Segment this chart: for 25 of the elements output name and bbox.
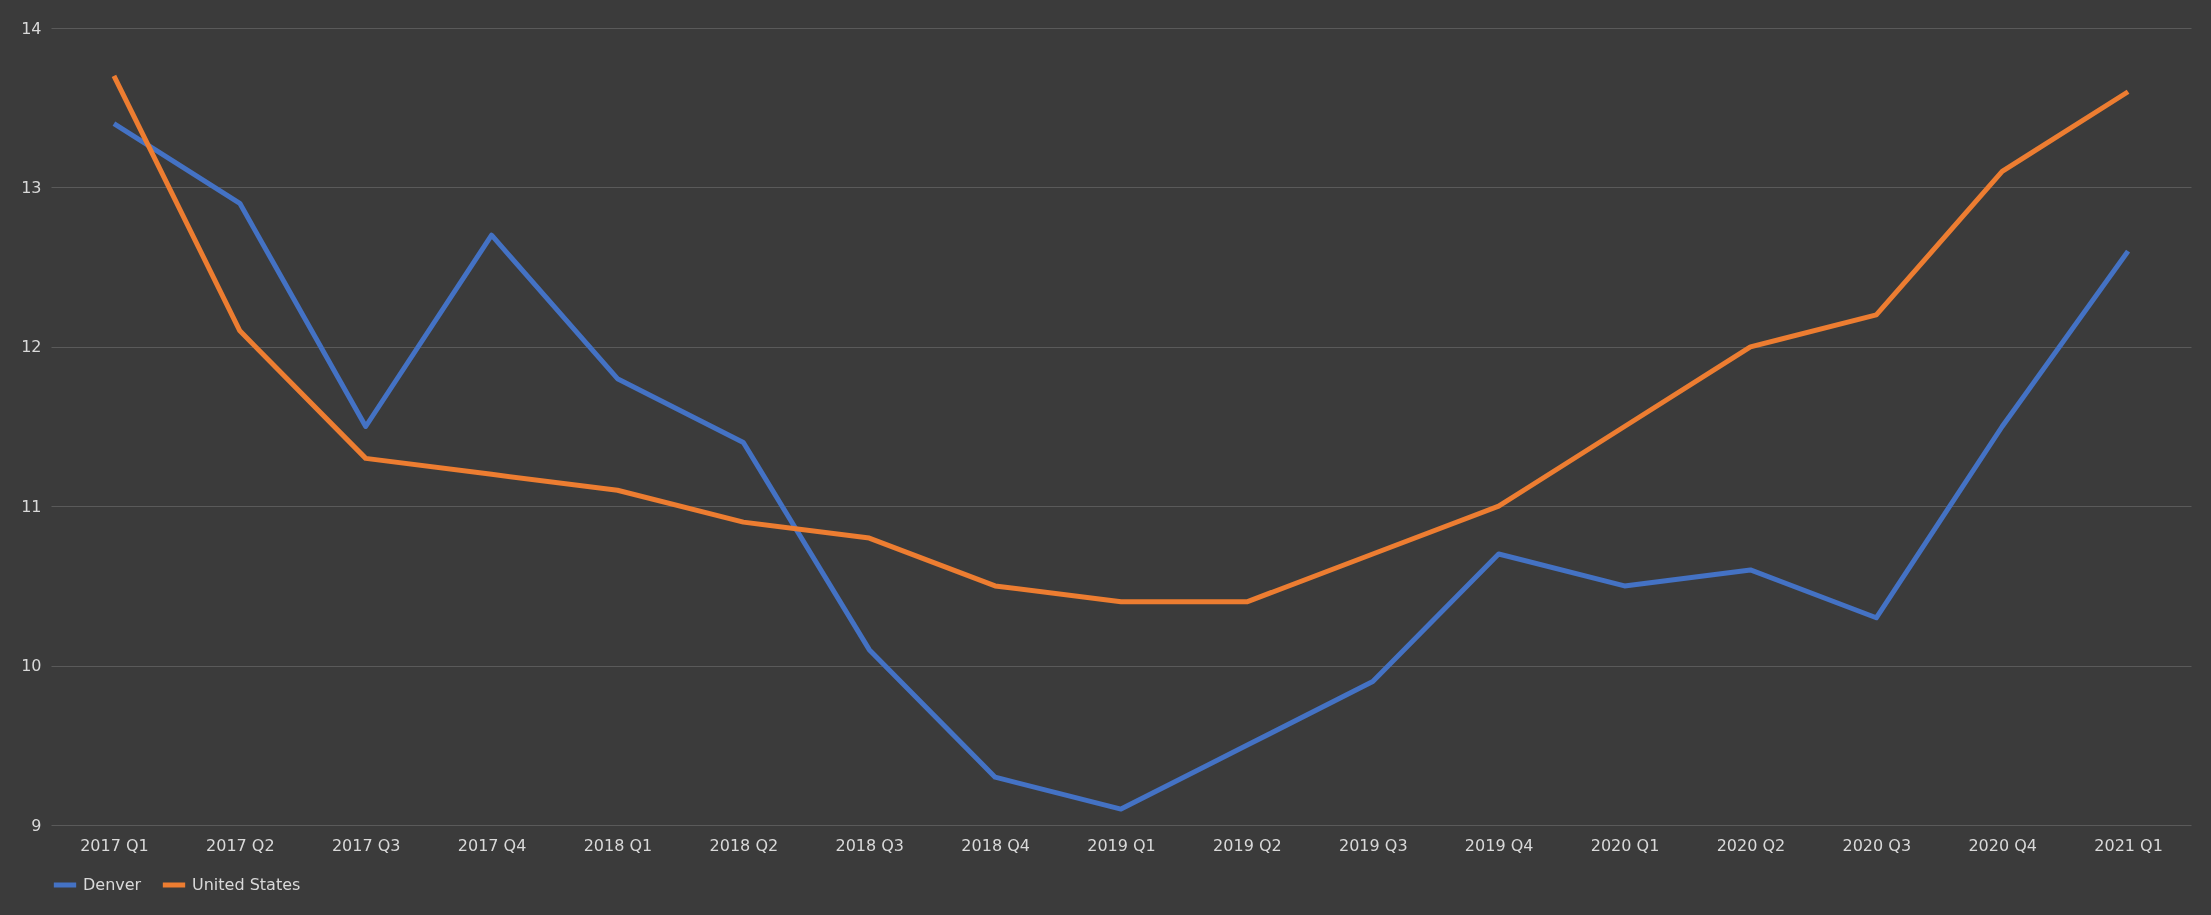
legend-label: United States [192, 875, 301, 894]
x-tick-label: 2018 Q3 [835, 835, 905, 855]
x-tick-label: 2018 Q4 [961, 835, 1030, 855]
x-tick-label: 2019 Q1 [1087, 835, 1156, 855]
x-tick-label: 2017 Q4 [457, 835, 527, 855]
x-tick-label: 2019 Q2 [1213, 835, 1282, 855]
x-tick-label: 2020 Q3 [1842, 835, 1912, 855]
legend-label: Denver [83, 875, 142, 894]
x-tick-label: 2017 Q3 [331, 835, 401, 855]
x-tick-label: 2021 Q1 [2094, 835, 2163, 855]
y-tick-label: 11 [21, 496, 42, 516]
x-tick-label: 2020 Q2 [1716, 835, 1786, 855]
x-tick-label: 2017 Q2 [206, 835, 275, 855]
x-tick-label: 2019 Q4 [1464, 835, 1534, 855]
x-tick-label: 2017 Q1 [80, 835, 149, 855]
y-tick-label: 12 [21, 337, 42, 357]
x-tick-label: 2018 Q2 [709, 835, 779, 855]
y-tick-label: 9 [31, 815, 42, 835]
y-tick-label: 13 [21, 177, 42, 197]
x-tick-label: 2020 Q1 [1590, 835, 1660, 855]
y-tick-label: 10 [21, 656, 42, 676]
x-tick-label: 2020 Q4 [1968, 835, 2037, 855]
y-tick-label: 14 [21, 18, 42, 38]
x-tick-label: 2019 Q3 [1338, 835, 1408, 855]
x-tick-label: 2018 Q1 [583, 835, 653, 855]
